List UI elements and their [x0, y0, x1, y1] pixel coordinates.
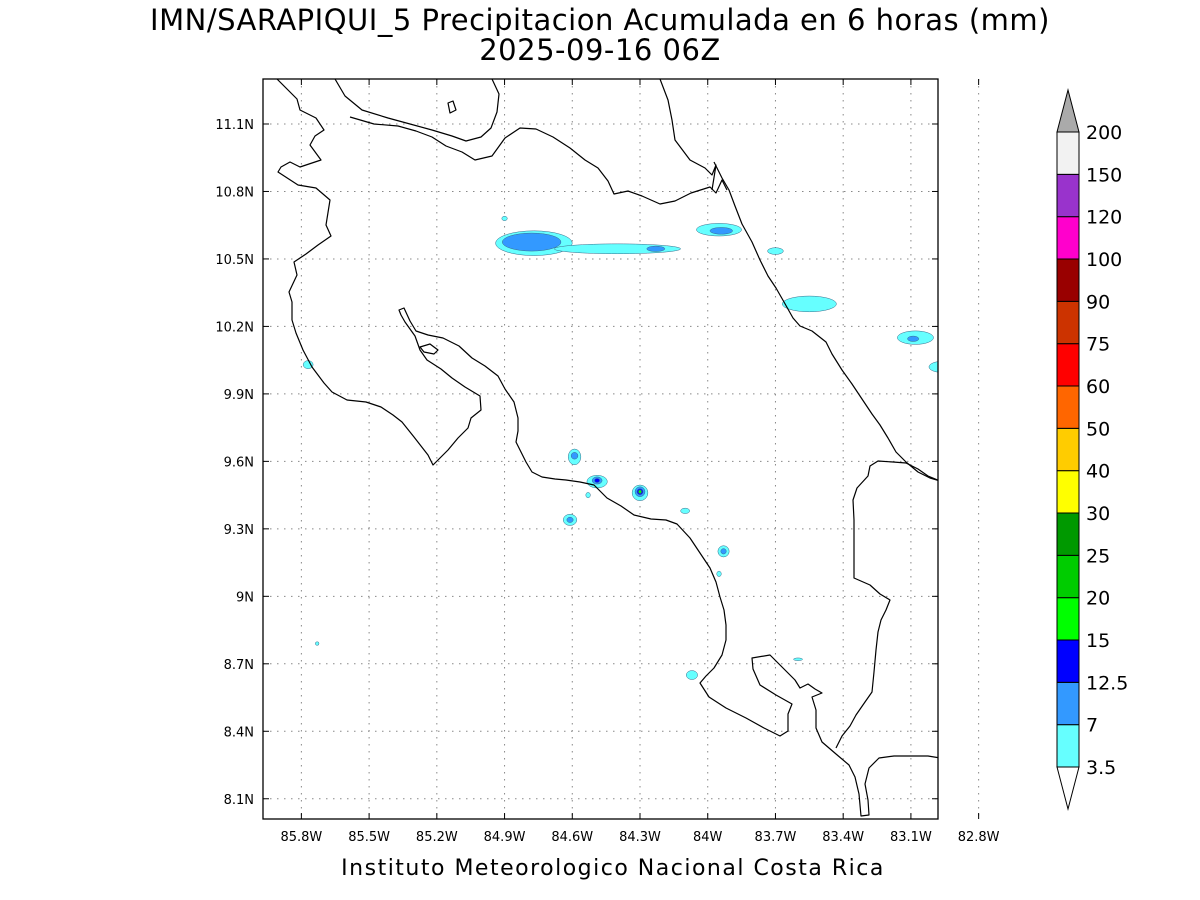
precip-cell — [991, 395, 1002, 402]
colorbar-label: 100 — [1086, 249, 1122, 271]
precip-cell — [501, 215, 508, 221]
border-costa-rica-panama — [835, 460, 938, 749]
lat-tick-label: 9N — [236, 590, 254, 605]
colorbar-swatch — [1056, 639, 1080, 683]
precip-cell — [680, 507, 690, 514]
colorbar: 3.5 7 12.5 15 20 25 30 40 50 60 75 90 100 120 150 200 — [1056, 88, 1128, 811]
precip-cell — [566, 516, 574, 523]
colorbar-label: 12.5 — [1086, 672, 1128, 694]
precip-cell — [553, 243, 681, 255]
lake-nicaragua-shore — [334, 79, 500, 142]
lat-tick-label: 10.2N — [215, 320, 254, 335]
lon-tick-label: 84W — [693, 830, 723, 845]
longitude-axis: 85.8W 85.5W 85.2W 84.9W 84.6W 84.3W 84W 83.7W 83… — [280, 79, 1000, 845]
precip-cell — [781, 295, 837, 313]
colorbar-swatch — [1056, 554, 1080, 599]
colorbar-label: 40 — [1086, 461, 1110, 483]
map-gridlines — [263, 79, 980, 819]
coastline-caribbean — [713, 161, 938, 482]
colorbar-swatch — [1056, 470, 1080, 514]
lon-tick-label: 85.8W — [280, 830, 322, 845]
lon-tick-label: 85.5W — [348, 830, 390, 845]
lon-tick-label: 84.9W — [484, 830, 526, 845]
precip-cell — [709, 227, 733, 235]
lat-tick-label: 10.5N — [215, 253, 254, 268]
colorbar-label: 75 — [1086, 334, 1110, 356]
colorbar-swatch — [1056, 258, 1080, 302]
colorbar-label: 150 — [1086, 164, 1122, 186]
colorbar-label: 120 — [1086, 207, 1122, 229]
border-nicaragua-costa-rica — [349, 116, 728, 205]
lon-tick-label: 85.2W — [416, 830, 458, 845]
precip-cell — [716, 570, 722, 577]
lat-tick-label: 10.8N — [215, 185, 254, 200]
colorbar-label: 200 — [1086, 122, 1122, 144]
map-valid-time: 2025-09-16 06Z — [479, 33, 721, 67]
colorbar-label: 20 — [1086, 588, 1110, 610]
colorbar-label: 25 — [1086, 545, 1110, 567]
lon-tick-label: 83.7W — [755, 830, 797, 845]
isla-chira — [419, 343, 439, 355]
lat-tick-label: 9.3N — [224, 523, 254, 538]
colorbar-swatch — [1056, 597, 1080, 641]
latitude-axis: 8.1N 8.4N 8.7N 9N 9.3N 9.6N 9.9N 10.2N 10.5N 10.8… — [215, 118, 938, 808]
lat-tick-label: 11.1N — [215, 118, 254, 133]
colorbar-swatch — [1056, 216, 1080, 260]
precip-cell — [315, 641, 320, 646]
lat-tick-label: 9.6N — [224, 455, 254, 470]
lon-tick-label: 83.4W — [822, 830, 864, 845]
map-credit: Instituto Meteorologico Nacional Costa R… — [341, 856, 885, 881]
colorbar-swatch — [1056, 512, 1080, 556]
precip-cell — [585, 492, 591, 499]
coastline-nicaragua-north — [659, 79, 717, 191]
colorbar-swatch — [1056, 131, 1080, 175]
precip-cell — [720, 548, 727, 555]
colorbar-label: 60 — [1086, 376, 1110, 398]
lat-tick-label: 8.7N — [224, 658, 254, 673]
lon-tick-label: 84.3W — [619, 830, 661, 845]
colorbar-swatch — [1056, 300, 1080, 345]
colorbar-swatch — [1056, 724, 1080, 768]
colorbar-label: 50 — [1086, 418, 1110, 440]
lat-tick-label: 8.1N — [224, 793, 254, 808]
precip-cell — [686, 670, 698, 680]
precip-cell — [907, 335, 920, 342]
precip-cell — [502, 232, 562, 252]
island-lake-nicaragua — [447, 100, 457, 114]
precip-cell — [928, 361, 938, 373]
colorbar-swatch — [1056, 681, 1080, 726]
precip-cell — [638, 489, 642, 494]
colorbar-swatch — [1056, 343, 1080, 387]
colorbar-over-triangle — [1056, 88, 1080, 133]
lon-tick-label: 83.1W — [890, 830, 932, 845]
colorbar-label: 30 — [1086, 503, 1110, 525]
lon-tick-label: 84.6W — [551, 830, 593, 845]
colorbar-label: 15 — [1086, 630, 1110, 652]
colorbar-label: 7 — [1086, 715, 1098, 737]
lat-tick-label: 8.4N — [224, 725, 254, 740]
precip-cell — [793, 657, 803, 661]
precip-cell — [767, 247, 784, 255]
precip-cell — [570, 452, 579, 460]
lon-tick-label: 82.8W — [958, 830, 1000, 845]
colorbar-under-triangle — [1056, 766, 1080, 811]
map-frame — [262, 78, 939, 820]
precipitation-field — [302, 215, 1015, 680]
colorbar-swatch — [1056, 173, 1080, 218]
precip-cell — [646, 245, 666, 252]
coastline — [276, 79, 938, 817]
colorbar-swatch — [1056, 385, 1080, 429]
precip-cell — [1006, 405, 1015, 418]
map-title: IMN/SARAPIQUI_5 Precipitacion Acumulada … — [150, 3, 1050, 37]
lat-tick-label: 9.9N — [224, 388, 254, 403]
colorbar-swatch — [1056, 427, 1080, 472]
precip-cell — [594, 478, 600, 483]
colorbar-label: 90 — [1086, 291, 1110, 313]
colorbar-label: 3.5 — [1086, 757, 1116, 779]
coastline-pacific-north — [276, 79, 938, 817]
